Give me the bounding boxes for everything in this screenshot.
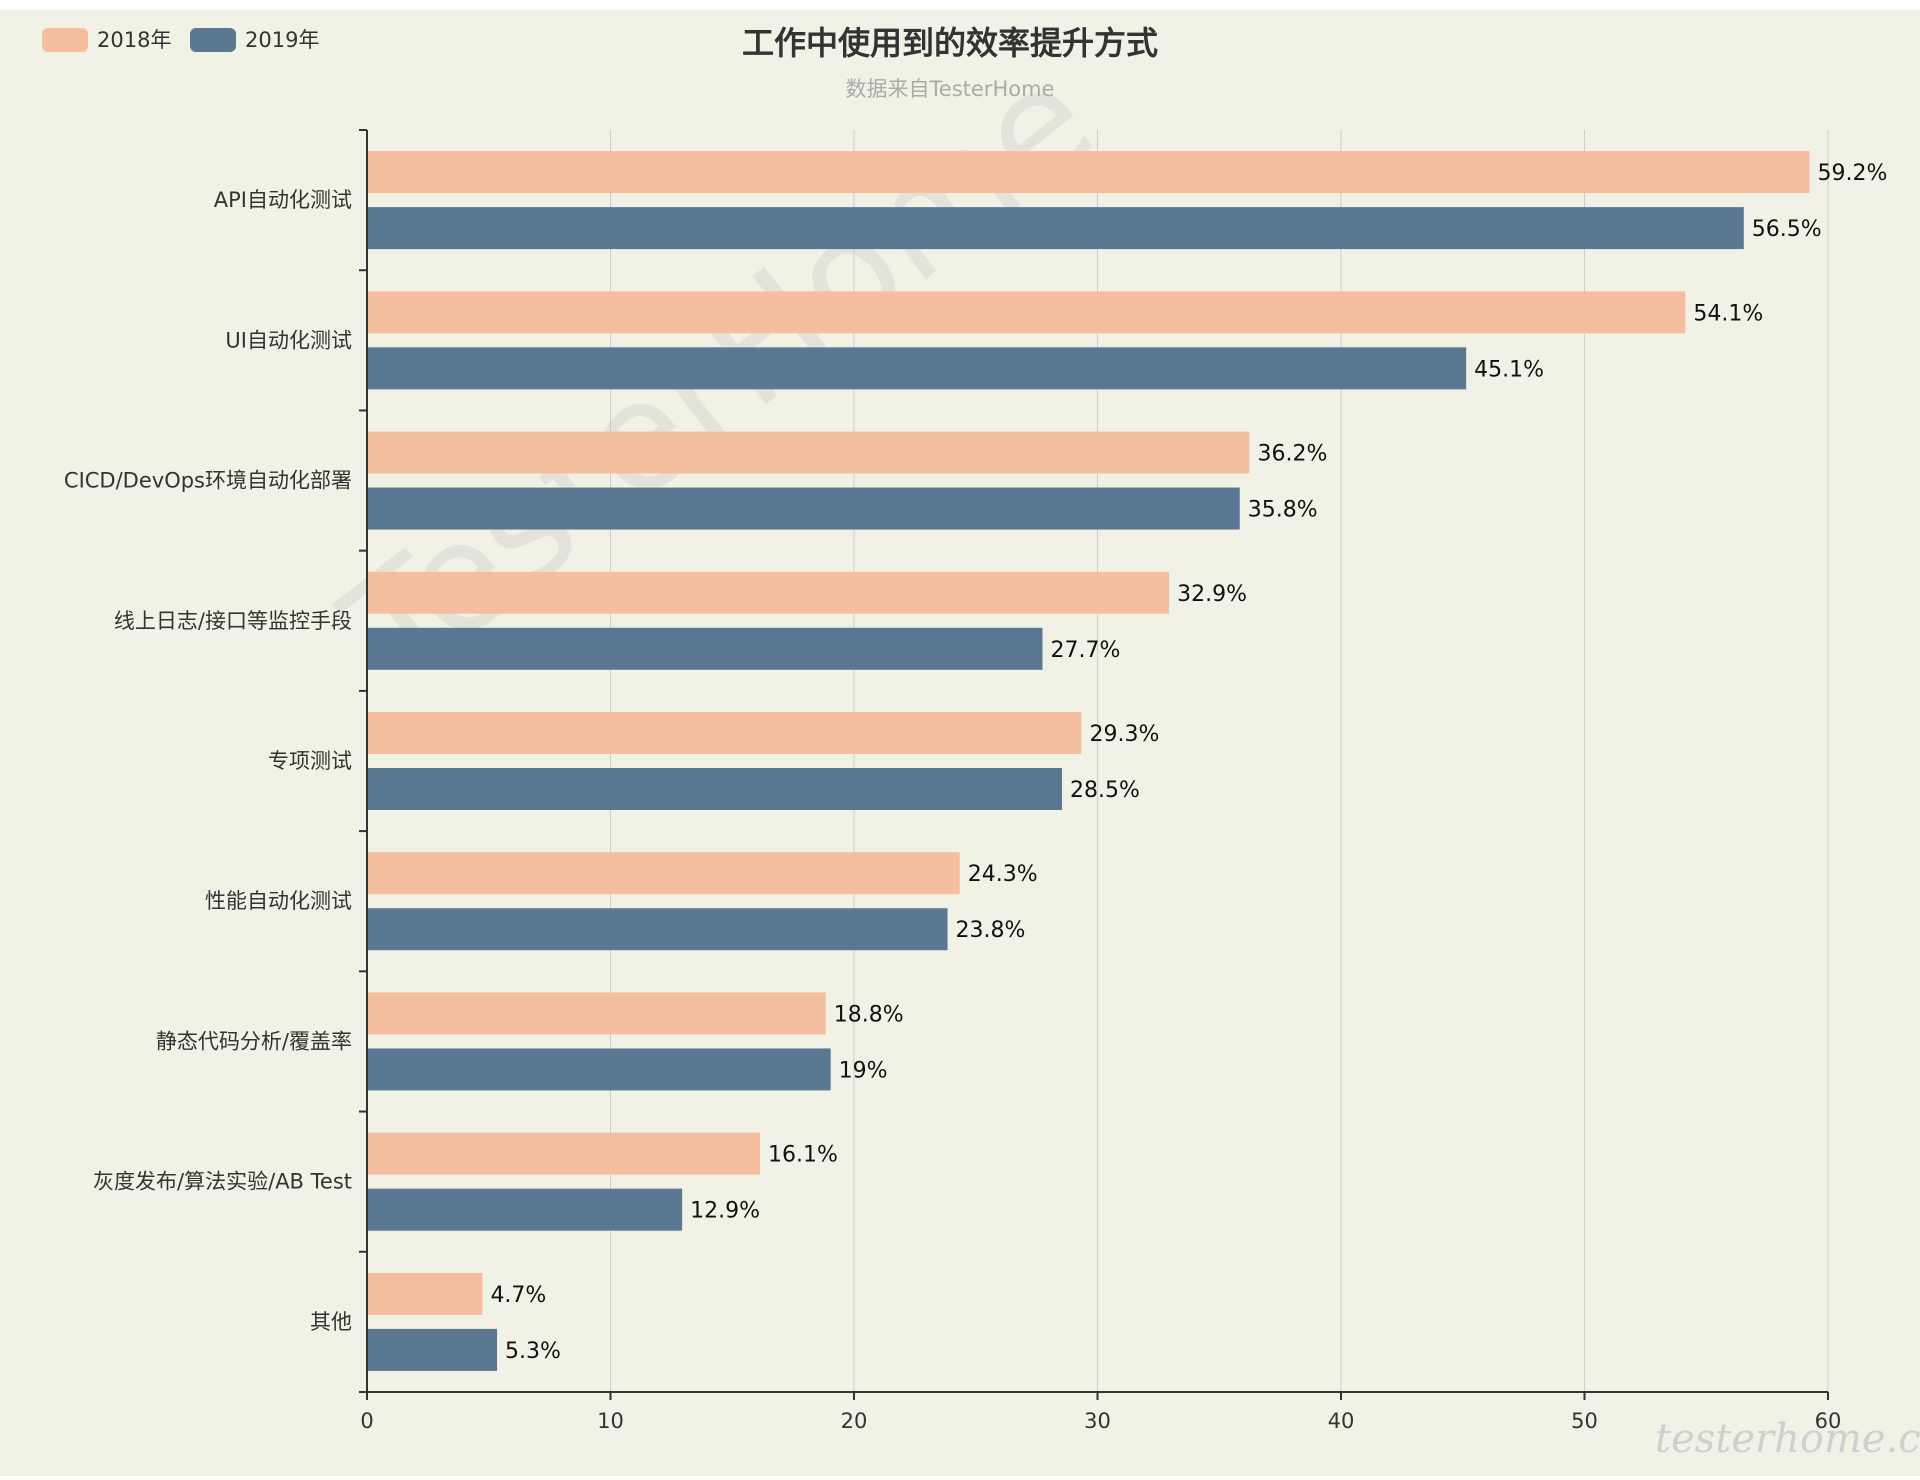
bar-2018年 [368, 291, 1686, 334]
bar-2018年 [368, 431, 1250, 474]
data-label: 32.9% [1177, 582, 1247, 607]
data-label: 36.2% [1257, 442, 1327, 467]
data-label: 23.8% [956, 918, 1026, 943]
data-label: 4.7% [490, 1283, 546, 1308]
legend-label-2019: 2019年 [245, 28, 319, 52]
bar-2018年 [368, 571, 1170, 614]
gridlines [610, 130, 1829, 1392]
legend: 2018年 2019年 [42, 28, 319, 52]
corner-watermark: testerhome.com [1655, 1416, 1920, 1462]
bar-2019年 [368, 487, 1240, 530]
data-label: 28.5% [1070, 778, 1140, 803]
legend-label-2018: 2018年 [97, 28, 171, 52]
bar-2018年 [368, 1132, 761, 1175]
legend-item-2018[interactable]: 2018年 [42, 28, 171, 52]
bar-2019年 [368, 1328, 498, 1371]
legend-item-2019[interactable]: 2019年 [190, 28, 319, 52]
bar-2019年 [368, 1188, 683, 1231]
category-label: CICD/DevOps环境自动化部署 [64, 469, 352, 493]
data-label: 29.3% [1089, 722, 1159, 747]
legend-swatch-2018 [42, 28, 88, 52]
x-tick-label: 10 [597, 1409, 624, 1433]
category-label: 静态代码分析/覆盖率 [156, 1029, 352, 1053]
chart-title: 工作中使用到的效率提升方式 [742, 24, 1158, 62]
category-label: API自动化测试 [214, 188, 352, 212]
bar-2019年 [368, 207, 1744, 250]
category-label: UI自动化测试 [225, 328, 352, 352]
chart-subtitle: 数据来自TesterHome [846, 77, 1055, 101]
bar-2018年 [368, 1272, 483, 1315]
axes [359, 129, 1829, 1400]
legend-swatch-2019 [190, 28, 236, 52]
bars [368, 151, 1810, 1371]
data-label: 35.8% [1248, 498, 1318, 523]
category-label: 其他 [310, 1310, 352, 1334]
data-label: 56.5% [1752, 217, 1822, 242]
category-label: 灰度发布/算法实验/AB Test [93, 1170, 352, 1194]
x-tick-label: 30 [1084, 1409, 1111, 1433]
bar-2019年 [368, 1048, 831, 1091]
data-label: 12.9% [690, 1199, 760, 1224]
category-label: 线上日志/接口等监控手段 [114, 609, 352, 633]
data-label: 5.3% [505, 1339, 561, 1364]
bar-2018年 [368, 852, 960, 895]
category-label: 性能自动化测试 [205, 889, 352, 913]
bar-2019年 [368, 627, 1043, 670]
x-tick-label: 20 [841, 1409, 868, 1433]
bar-2018年 [368, 992, 826, 1035]
x-tick-label: 60 [1815, 1409, 1842, 1433]
category-label: 专项测试 [268, 749, 352, 773]
data-label: 59.2% [1818, 161, 1888, 186]
data-label: 45.1% [1474, 357, 1544, 382]
bar-2018年 [368, 712, 1082, 754]
bar-2019年 [368, 768, 1062, 810]
x-tick-label: 40 [1328, 1409, 1355, 1433]
labels: 0 10 20 30 40 50 60 API自动化测试 59.2% 56.5% UI自动化测试 54… [64, 161, 1888, 1433]
bar-2019年 [368, 347, 1467, 390]
x-tick-label: 50 [1571, 1409, 1598, 1433]
data-label: 18.8% [834, 1002, 904, 1027]
data-label: 54.1% [1693, 301, 1763, 326]
x-tick-label: 0 [360, 1409, 373, 1433]
data-label: 24.3% [968, 862, 1038, 887]
data-label: 16.1% [768, 1143, 838, 1168]
bar-2018年 [368, 151, 1810, 194]
bar-2019年 [368, 908, 948, 951]
data-label: 27.7% [1050, 638, 1120, 663]
data-label: 19% [839, 1058, 888, 1083]
